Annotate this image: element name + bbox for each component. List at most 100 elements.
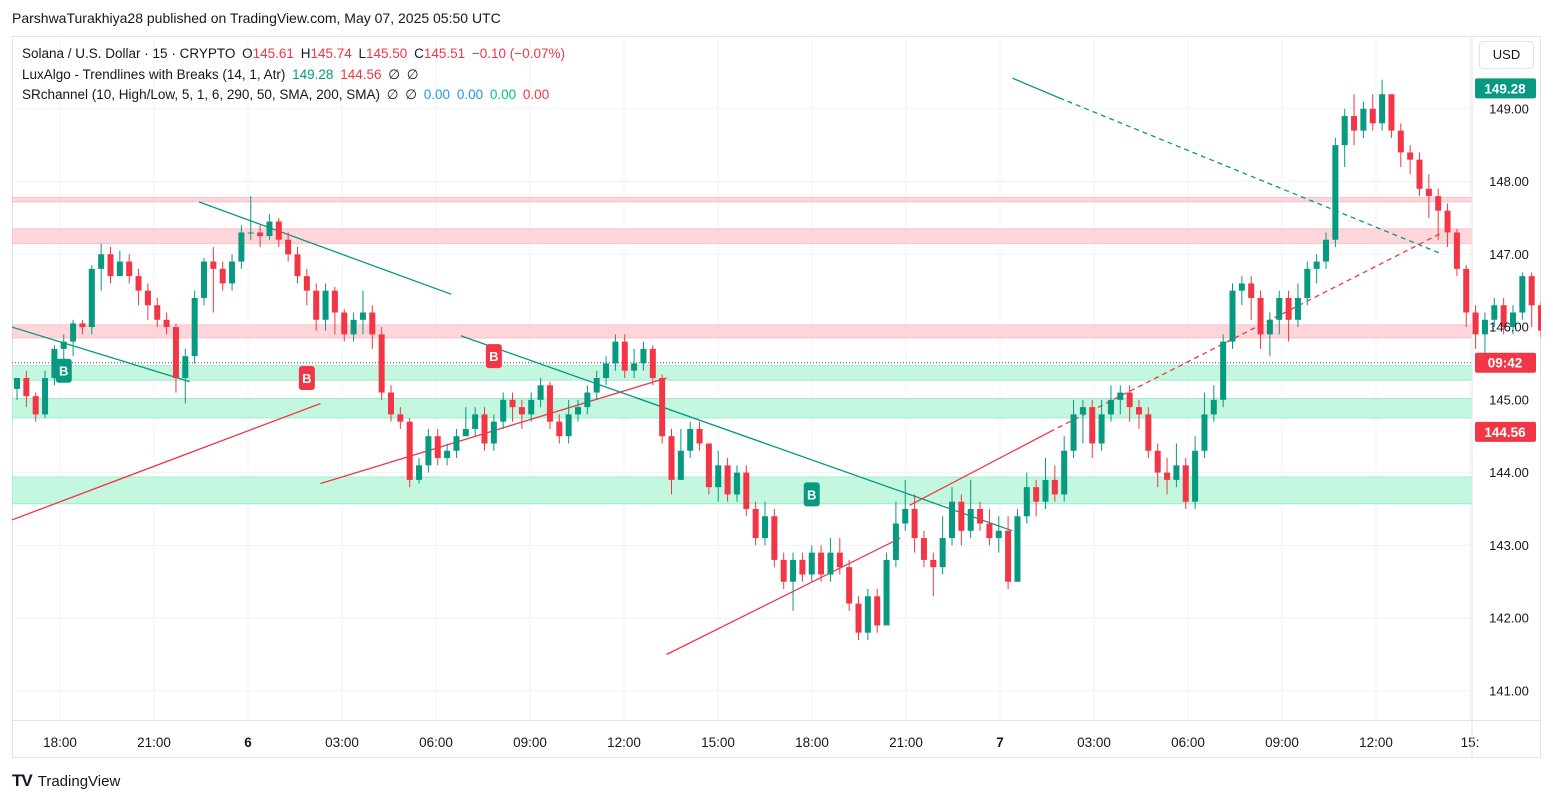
candle-body [771, 516, 778, 560]
candle-body [1154, 450, 1161, 473]
candle-body [780, 559, 787, 582]
candle-body [126, 261, 133, 277]
candle-body [818, 552, 825, 575]
footer-branding[interactable]: TV TradingView [12, 771, 120, 791]
candle-body [1182, 465, 1189, 502]
candle-body [462, 428, 469, 437]
open-value: 145.61 [252, 46, 294, 61]
candle-body [790, 559, 797, 582]
candle-body [378, 334, 385, 393]
candle-body [621, 341, 628, 371]
candle-body [1491, 305, 1498, 320]
brand-name: TradingView [37, 772, 121, 790]
currency-button[interactable]: USD [1479, 41, 1534, 69]
x-tick-label: 18:00 [43, 735, 77, 750]
indicator-value: ∅ [388, 66, 401, 82]
candle-body [285, 239, 292, 255]
candle-body [350, 319, 357, 335]
candle-body [1238, 283, 1245, 291]
change-value: −0.10 (−0.07%) [471, 46, 565, 61]
candle-body [1379, 94, 1386, 124]
candle-body [1136, 407, 1142, 415]
trendline [1058, 97, 1443, 255]
candle-body [556, 421, 563, 437]
price-axis-label-text: 09:42 [1488, 356, 1523, 371]
candle-body [257, 232, 264, 237]
x-tick-label: 06:00 [1171, 735, 1205, 750]
candle-body [1051, 479, 1058, 495]
candle-body [827, 552, 834, 575]
candle-body [163, 319, 170, 328]
x-tick-label: 15:00 [701, 735, 735, 750]
candle-body [603, 363, 610, 378]
x-tick-label: 06:00 [419, 735, 453, 750]
candle-body [1005, 530, 1012, 582]
candle-body [920, 538, 927, 560]
candle-body [229, 261, 236, 284]
candle-body [1369, 108, 1376, 124]
candle-body [397, 414, 404, 422]
candle-body [1481, 319, 1488, 335]
candle-body [1323, 239, 1329, 262]
candle-body [341, 312, 348, 335]
candle-body [1210, 399, 1217, 415]
candle-body [313, 290, 320, 320]
candle-body [1229, 290, 1236, 342]
breakout-label [55, 358, 72, 383]
candle-body [1220, 341, 1227, 400]
y-tick-label: 145.00 [1489, 392, 1529, 407]
price-chart[interactable]: B B B B 141.00 142.00 143.00 144.00 145.00 146.0… [12, 36, 1541, 758]
candle-body [724, 465, 731, 495]
low-value: 145.50 [366, 46, 408, 61]
legend-indicator-luxalgo[interactable]: LuxAlgo - Trendlines with Breaks (14, 1,… [22, 65, 568, 86]
candle-body [472, 414, 479, 429]
candle-body [116, 261, 123, 277]
candle-body [14, 378, 20, 389]
candle-body [1360, 108, 1367, 131]
candle-body [1173, 465, 1180, 480]
candle-body [939, 538, 946, 568]
resistance-zone [12, 324, 1473, 339]
candle-body [1463, 268, 1470, 313]
breakout-label [298, 366, 315, 390]
candle-body [1388, 94, 1395, 131]
candle-body [1023, 487, 1030, 517]
candle-body [565, 414, 572, 437]
candle-body [1500, 305, 1507, 328]
y-tick-label: 149.00 [1489, 101, 1529, 116]
high-label: H [300, 46, 311, 61]
x-tick-label: 18:00 [795, 735, 829, 750]
candle-body [98, 254, 105, 269]
y-tick-label: 148.00 [1489, 174, 1529, 189]
candle-body [331, 290, 338, 313]
chart-legend: Solana / U.S. Dollar · 15 · CRYPTO O145.… [22, 44, 568, 106]
trendline [12, 402, 321, 521]
indicator-title: LuxAlgo - Trendlines with Breaks (14, 1,… [22, 66, 286, 82]
legend-symbol-row[interactable]: Solana / U.S. Dollar · 15 · CRYPTO O145.… [22, 44, 568, 65]
candle-body [696, 428, 703, 444]
candle-body [593, 378, 600, 393]
y-tick-label: 143.00 [1489, 538, 1529, 553]
legend-indicator-srchannel[interactable]: SRchannel (10, High/Low, 5, 1, 6, 290, 5… [22, 85, 568, 106]
candle-body [995, 530, 1002, 539]
candle-body [1079, 407, 1086, 415]
candle-body [930, 559, 937, 568]
indicator-value: ∅ [386, 87, 399, 102]
candle-body [715, 465, 722, 488]
candle-body [705, 443, 712, 488]
candle-body [1453, 232, 1460, 269]
x-tick-label: 03:00 [325, 735, 359, 750]
candle-body [453, 436, 460, 451]
candle-body [1248, 283, 1255, 298]
high-value: 145.74 [310, 46, 352, 61]
candle-body [612, 341, 619, 364]
indicator-value: 0.00 [456, 87, 484, 102]
candle-body [733, 472, 740, 495]
open-label: O [242, 46, 253, 61]
candle-body [892, 523, 899, 560]
candle-body [631, 363, 638, 371]
breakout-label-text: B [807, 487, 816, 502]
candle-body [1061, 450, 1068, 495]
candle-body [201, 261, 207, 298]
breakout-label-text: B [302, 371, 311, 386]
